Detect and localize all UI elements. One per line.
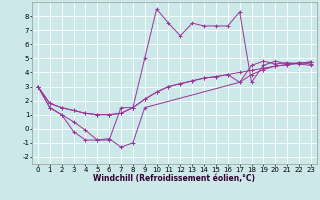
X-axis label: Windchill (Refroidissement éolien,°C): Windchill (Refroidissement éolien,°C): [93, 174, 255, 183]
